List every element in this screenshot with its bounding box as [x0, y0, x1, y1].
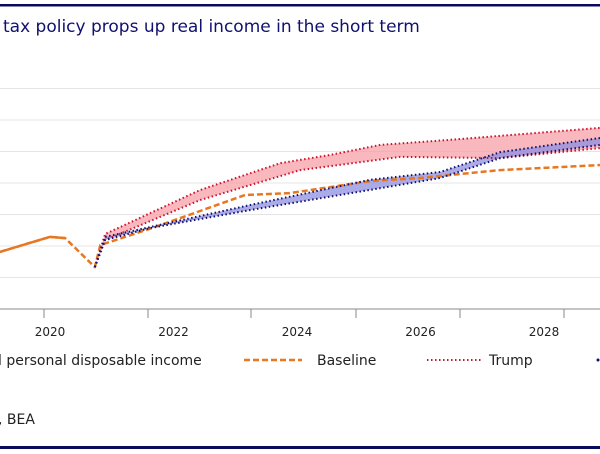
x-tick-label: 2020 [35, 325, 66, 339]
trump-range-band [94, 127, 600, 268]
legend-label-history: l personal disposable income [0, 353, 202, 369]
alternative-lower-line [93, 143, 600, 268]
x-tick-label: 2024 [282, 325, 313, 339]
source-note: , BEA [0, 412, 35, 428]
legend-label-trump: Trump [488, 353, 533, 369]
x-tick-label: 2028 [529, 325, 560, 339]
top-rule [0, 4, 600, 7]
legend-label-baseline: Baseline [317, 353, 376, 369]
baseline-line [0, 163, 600, 269]
alternative-range-band [94, 137, 600, 268]
legend: l personal disposable income Baseline Tr… [0, 353, 600, 369]
x-tick-label: 2022 [158, 325, 189, 339]
trump-upper-line [93, 126, 600, 268]
chart-title: tax policy props up real income in the s… [3, 17, 420, 37]
x-tick-label: 2026 [405, 325, 436, 339]
history-line [0, 235, 66, 254]
bottom-rule [0, 446, 600, 449]
legend-swatch-alternative [596, 358, 600, 362]
